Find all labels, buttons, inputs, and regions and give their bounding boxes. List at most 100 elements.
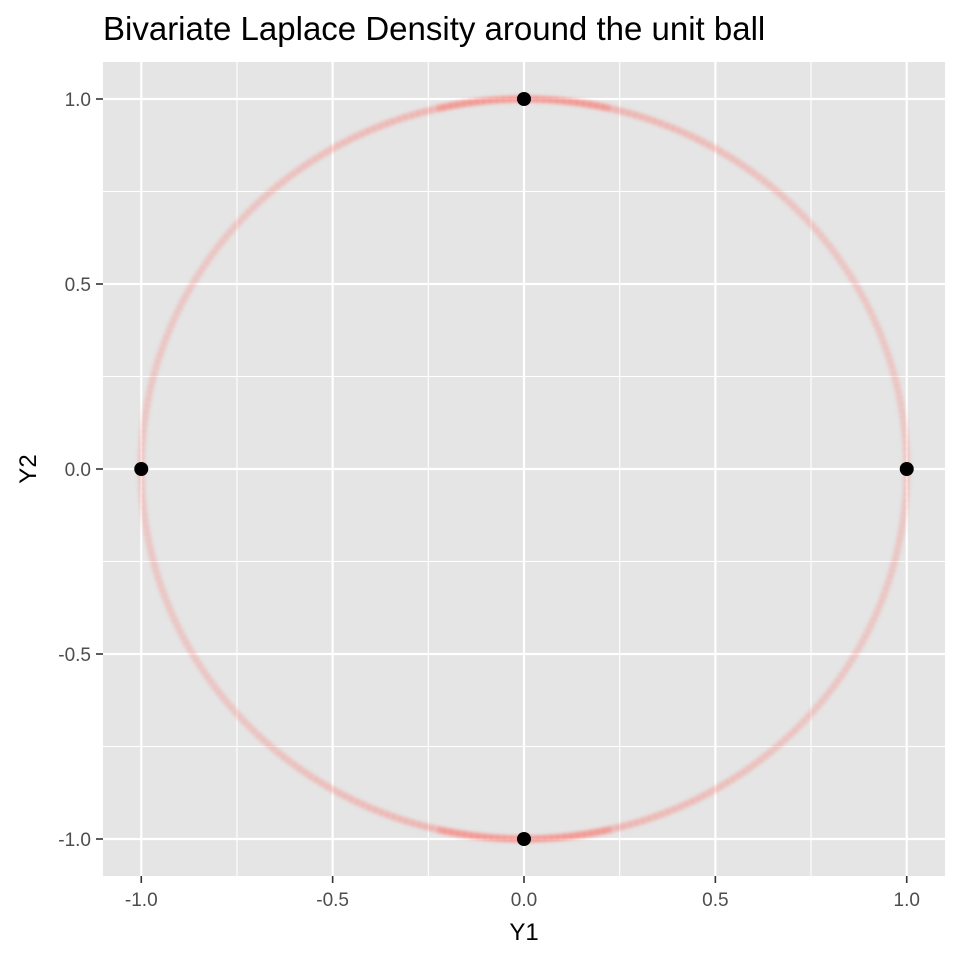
density-segment [810, 703, 821, 715]
density-segment [290, 166, 302, 177]
density-segment [359, 127, 370, 138]
density-segment [313, 776, 324, 787]
density-segment [621, 107, 631, 117]
density-segment [360, 801, 371, 811]
density-segment [814, 698, 825, 710]
density-segment [424, 822, 434, 832]
density-segment [308, 772, 319, 783]
density-segment [809, 223, 820, 234]
density-segment [791, 204, 802, 215]
density-segment [255, 732, 267, 743]
density-segment [609, 824, 619, 833]
density-segment [152, 359, 162, 369]
density-segment [186, 646, 197, 657]
density-segment [622, 821, 632, 830]
density-segment [168, 317, 178, 327]
density-segment [354, 798, 365, 808]
density-segment [653, 810, 664, 820]
density-segment [301, 159, 312, 170]
density-segment [449, 101, 459, 110]
data-points [134, 92, 914, 846]
density-segment [640, 113, 650, 123]
density-segment [901, 499, 909, 509]
density-segment [246, 723, 257, 734]
density-segment [146, 384, 155, 394]
density-segment [777, 190, 788, 202]
density-segment [867, 310, 877, 321]
density-segment [719, 779, 730, 790]
density-segment [165, 323, 175, 333]
density-segment [411, 819, 421, 829]
density-segment [628, 819, 638, 829]
density-segment [864, 622, 875, 633]
density-segment [851, 281, 862, 292]
density-segment [880, 587, 890, 597]
density-segment [275, 749, 287, 760]
density-segment [176, 629, 187, 640]
density-segment [588, 101, 598, 110]
x-tick-label: 0.5 [702, 890, 728, 911]
density-segment [154, 576, 164, 586]
density-segment [207, 679, 218, 690]
density-segment [852, 645, 863, 656]
density-segment [781, 195, 793, 206]
density-segment [141, 519, 150, 529]
density-segment [718, 148, 729, 159]
density-segment [269, 182, 281, 194]
density-segment [855, 640, 866, 651]
density-segment [556, 96, 565, 105]
y-tick-label: 0.0 [65, 460, 91, 481]
density-segment [890, 371, 899, 381]
density-segment [666, 805, 676, 816]
y-tick-label: -0.5 [58, 645, 91, 666]
y-axis-title: Y2 [15, 454, 42, 483]
density-segment [207, 249, 218, 260]
density-segment [557, 833, 566, 842]
density-segment [410, 109, 420, 119]
density-segment [139, 423, 148, 432]
density-segment [324, 145, 335, 156]
density-segment [796, 718, 808, 729]
density-segment [683, 130, 694, 140]
density-segment [841, 264, 852, 275]
density-segment [476, 832, 486, 841]
density-segment [241, 718, 252, 730]
x-tick-label: -1.0 [125, 890, 158, 911]
density-segment [139, 429, 147, 439]
density-segment [695, 135, 706, 146]
density-segment [861, 298, 872, 309]
density-segment [219, 694, 230, 705]
density-segment [335, 139, 346, 149]
density-segment [777, 736, 789, 747]
density-segment [223, 699, 235, 710]
density-segment [161, 594, 171, 604]
density-segment [801, 713, 812, 724]
density-segment [417, 821, 427, 831]
density-segment [894, 390, 904, 400]
density-segment [767, 744, 779, 756]
density-segment [589, 828, 599, 837]
density-segment [756, 174, 767, 185]
density-segment [899, 512, 908, 521]
density-segment [147, 378, 157, 388]
density-segment [830, 248, 841, 259]
density-segment [404, 817, 415, 827]
density-segment [870, 611, 880, 621]
density-segment [176, 299, 187, 310]
density-segment [142, 404, 151, 413]
density-segment [901, 429, 909, 438]
density-segment [855, 287, 865, 298]
density-segment [875, 328, 885, 338]
density-segment [429, 105, 439, 114]
density-segment [270, 745, 281, 756]
density-segment [678, 800, 689, 811]
density-segment [890, 556, 899, 566]
density-segment [255, 195, 266, 207]
density-segment [659, 808, 670, 818]
density-segment [875, 599, 885, 609]
density-segment [200, 668, 211, 679]
density-segment [752, 757, 763, 768]
density-segment [192, 271, 203, 282]
density-segment [901, 493, 910, 502]
density-segment [858, 292, 869, 303]
